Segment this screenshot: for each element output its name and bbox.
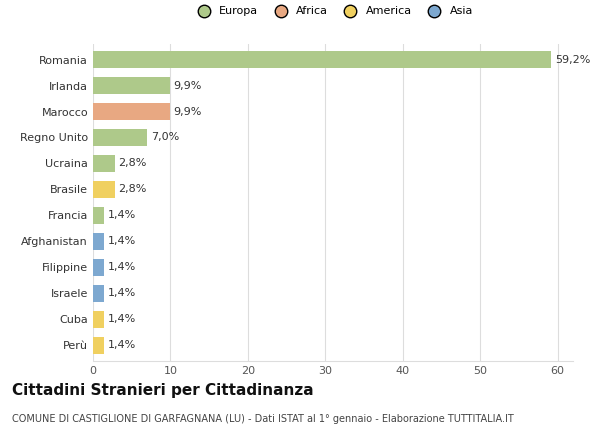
Bar: [93, 233, 104, 250]
Bar: [93, 103, 170, 120]
Bar: [93, 285, 104, 302]
Text: 2,8%: 2,8%: [119, 158, 147, 169]
Text: Cittadini Stranieri per Cittadinanza: Cittadini Stranieri per Cittadinanza: [12, 383, 314, 398]
Bar: [93, 155, 115, 172]
Text: COMUNE DI CASTIGLIONE DI GARFAGNANA (LU) - Dati ISTAT al 1° gennaio - Elaborazio: COMUNE DI CASTIGLIONE DI GARFAGNANA (LU)…: [12, 414, 514, 424]
Bar: [93, 311, 104, 328]
Text: 1,4%: 1,4%: [108, 288, 136, 298]
Text: 9,9%: 9,9%: [173, 81, 202, 91]
Bar: [93, 77, 170, 94]
Bar: [93, 51, 551, 68]
Text: 59,2%: 59,2%: [555, 55, 590, 65]
Legend: Europa, Africa, America, Asia: Europa, Africa, America, Asia: [188, 2, 478, 21]
Text: 1,4%: 1,4%: [108, 314, 136, 324]
Bar: [93, 259, 104, 276]
Bar: [93, 207, 104, 224]
Bar: [93, 337, 104, 354]
Text: 1,4%: 1,4%: [108, 210, 136, 220]
Text: 1,4%: 1,4%: [108, 340, 136, 350]
Text: 9,9%: 9,9%: [173, 106, 202, 117]
Bar: [93, 181, 115, 198]
Text: 7,0%: 7,0%: [151, 132, 179, 143]
Bar: [93, 129, 147, 146]
Text: 2,8%: 2,8%: [119, 184, 147, 194]
Text: 1,4%: 1,4%: [108, 262, 136, 272]
Text: 1,4%: 1,4%: [108, 236, 136, 246]
